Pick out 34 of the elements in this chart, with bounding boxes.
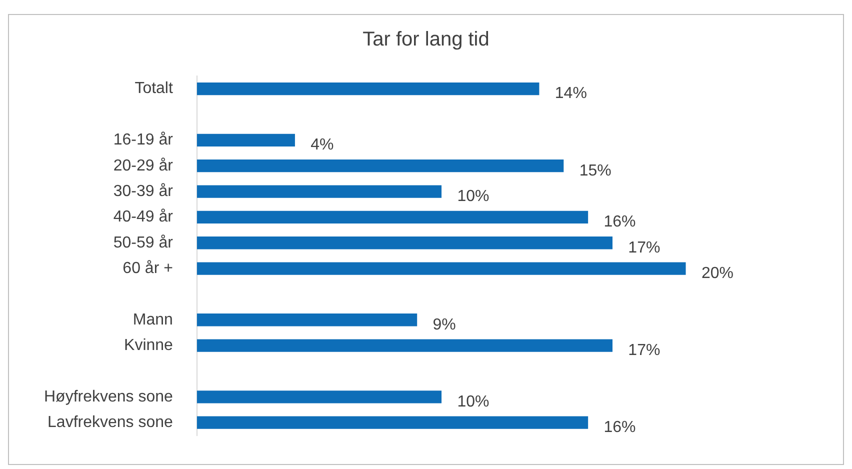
y-tick-label: Kvinne bbox=[124, 336, 174, 354]
bar bbox=[196, 82, 540, 96]
y-tick-label: 16-19 år bbox=[113, 132, 174, 149]
bar bbox=[196, 160, 564, 172]
data-label: 10% bbox=[457, 188, 490, 205]
data-label: 20% bbox=[701, 264, 734, 282]
y-tick-label: 50-59 år bbox=[113, 234, 174, 252]
data-label: 4% bbox=[310, 136, 334, 154]
data-label: 9% bbox=[432, 316, 456, 334]
bar bbox=[196, 236, 612, 250]
y-tick-label: Høyfrekvens sone bbox=[44, 388, 174, 406]
data-label: 15% bbox=[579, 162, 612, 180]
data-label: 10% bbox=[457, 393, 490, 410]
y-tick-label: Lavfrekvens sone bbox=[48, 414, 174, 431]
data-label: 16% bbox=[604, 418, 636, 436]
bar bbox=[196, 390, 442, 404]
data-label: 17% bbox=[628, 239, 660, 256]
bar bbox=[196, 339, 612, 352]
bar bbox=[196, 416, 588, 429]
y-tick-label: 30-39 år bbox=[113, 182, 174, 200]
data-label: 14% bbox=[554, 85, 587, 102]
bar bbox=[196, 134, 295, 147]
y-tick-label: 40-49 år bbox=[113, 208, 174, 226]
data-label: 17% bbox=[628, 342, 660, 359]
y-tick-label: 20-29 år bbox=[113, 157, 174, 174]
y-tick-label: Totalt bbox=[134, 80, 174, 98]
bar bbox=[196, 262, 686, 275]
data-label: 16% bbox=[604, 214, 636, 231]
chart-title: Tar for lang tid bbox=[362, 28, 490, 51]
y-tick-label: Mann bbox=[132, 311, 173, 328]
bar bbox=[196, 185, 442, 198]
bar bbox=[196, 210, 588, 224]
bar bbox=[196, 314, 418, 326]
y-tick-label: 60 år + bbox=[122, 260, 173, 277]
